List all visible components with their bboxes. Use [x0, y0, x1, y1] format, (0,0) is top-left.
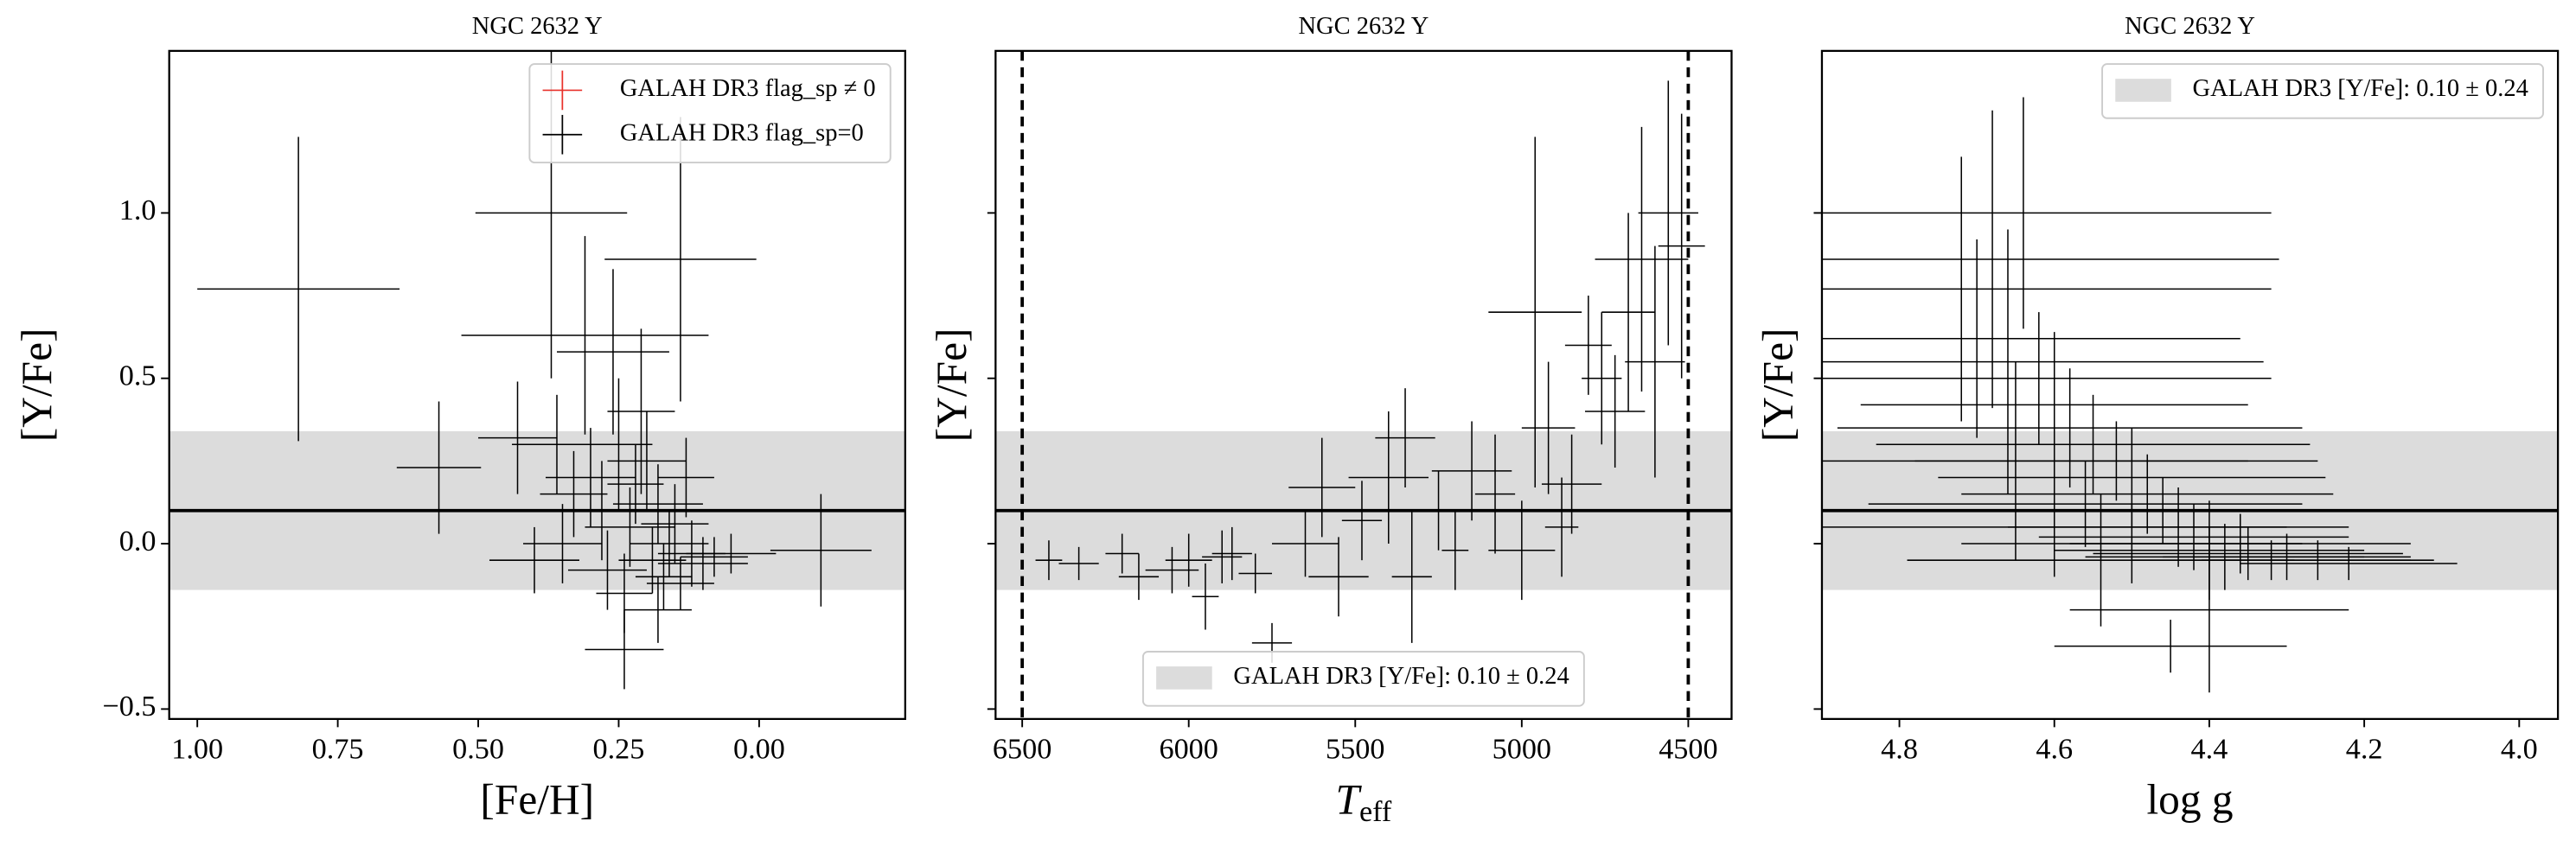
x-tick-label: 5000: [1493, 734, 1551, 766]
y-tick-label: 0.5: [119, 360, 157, 392]
chart-title: NGC 2632 Y: [2125, 13, 2255, 40]
plot-area: [1821, 97, 2559, 693]
legend-label: GALAH DR3 flag_sp ≠ 0: [620, 75, 876, 102]
x-tick-label: 0.50: [452, 734, 504, 766]
x-tick-label: 0.25: [593, 734, 645, 766]
y-axis-label: [Y/Fe]: [928, 328, 975, 443]
x-tick-label: 0.00: [733, 734, 785, 766]
panel: 6500 6000 5500 5000 4500 NGC 2632 Y Teff [Y/Fe]…: [928, 13, 1733, 828]
x-tick-label: 0.75: [312, 734, 364, 766]
x-tick-label: 5500: [1326, 734, 1384, 766]
chart-title: NGC 2632 Y: [1298, 13, 1429, 40]
plot-area: [995, 50, 1732, 719]
x-tick-label: 4.2: [2346, 734, 2383, 766]
y-tick-label: −0.5: [102, 691, 156, 723]
y-axis-label: [Y/Fe]: [13, 328, 61, 443]
legend-label: GALAH DR3 [Y/Fe]: 0.10 ± 0.24: [2193, 75, 2528, 102]
x-tick-label: 4.4: [2191, 734, 2228, 766]
legend: GALAH DR3 flag_sp ≠ 0 GALAH DR3 flag_sp=0: [528, 63, 892, 163]
legend-patch: [1156, 666, 1212, 690]
x-tick-label: 6000: [1160, 734, 1218, 766]
legend-frame: [528, 63, 892, 163]
x-tick-label: 1.00: [171, 734, 223, 766]
x-tick-label: 6500: [993, 734, 1051, 766]
panel: 4.8 4.6 4.4 4.2 4.0 NGC 2632 Y log g [Y/Fe] GALA…: [1755, 13, 2560, 824]
legend-label: GALAH DR3 flag_sp=0: [620, 119, 864, 146]
axes-frame: [994, 49, 1733, 720]
x-axis-label-main: [Fe/H]: [480, 776, 594, 824]
plot-area: [169, 50, 905, 690]
legend-frame: [2101, 63, 2544, 119]
y-tick-label: 0.0: [119, 525, 157, 557]
chart-title: NGC 2632 Y: [472, 13, 603, 40]
x-tick-label: 4.8: [1881, 734, 1918, 766]
axes-frame: [168, 49, 906, 720]
x-tick-label: 4500: [1659, 734, 1717, 766]
legend-frame: [1141, 651, 1585, 707]
x-axis-label-main: log g: [2146, 776, 2233, 824]
legend-patch: [2115, 79, 2171, 102]
legend: GALAH DR3 [Y/Fe]: 0.10 ± 0.24: [1141, 651, 1585, 707]
axes-frame: [1820, 49, 2560, 720]
legend: GALAH DR3 [Y/Fe]: 0.10 ± 0.24: [2101, 63, 2544, 119]
x-tick-label: 4.6: [2036, 734, 2073, 766]
x-axis-label-subscript: eff: [1359, 796, 1392, 828]
x-axis-label: log g: [2146, 776, 2233, 824]
y-tick-label: 1.0: [119, 194, 157, 226]
x-axis-label-main: T: [1335, 776, 1362, 824]
legend-label: GALAH DR3 [Y/Fe]: 0.10 ± 0.24: [1233, 663, 1569, 690]
x-axis-label: Teff: [1335, 776, 1391, 828]
x-axis-label: [Fe/H]: [480, 776, 594, 824]
panel: 1.00 0.75 0.50 0.25 0.00 −0.5 0.0 0.5 1.0 NGC 263…: [13, 13, 906, 824]
y-axis-label: [Y/Fe]: [1755, 328, 1802, 443]
x-tick-label: 4.0: [2501, 734, 2538, 766]
